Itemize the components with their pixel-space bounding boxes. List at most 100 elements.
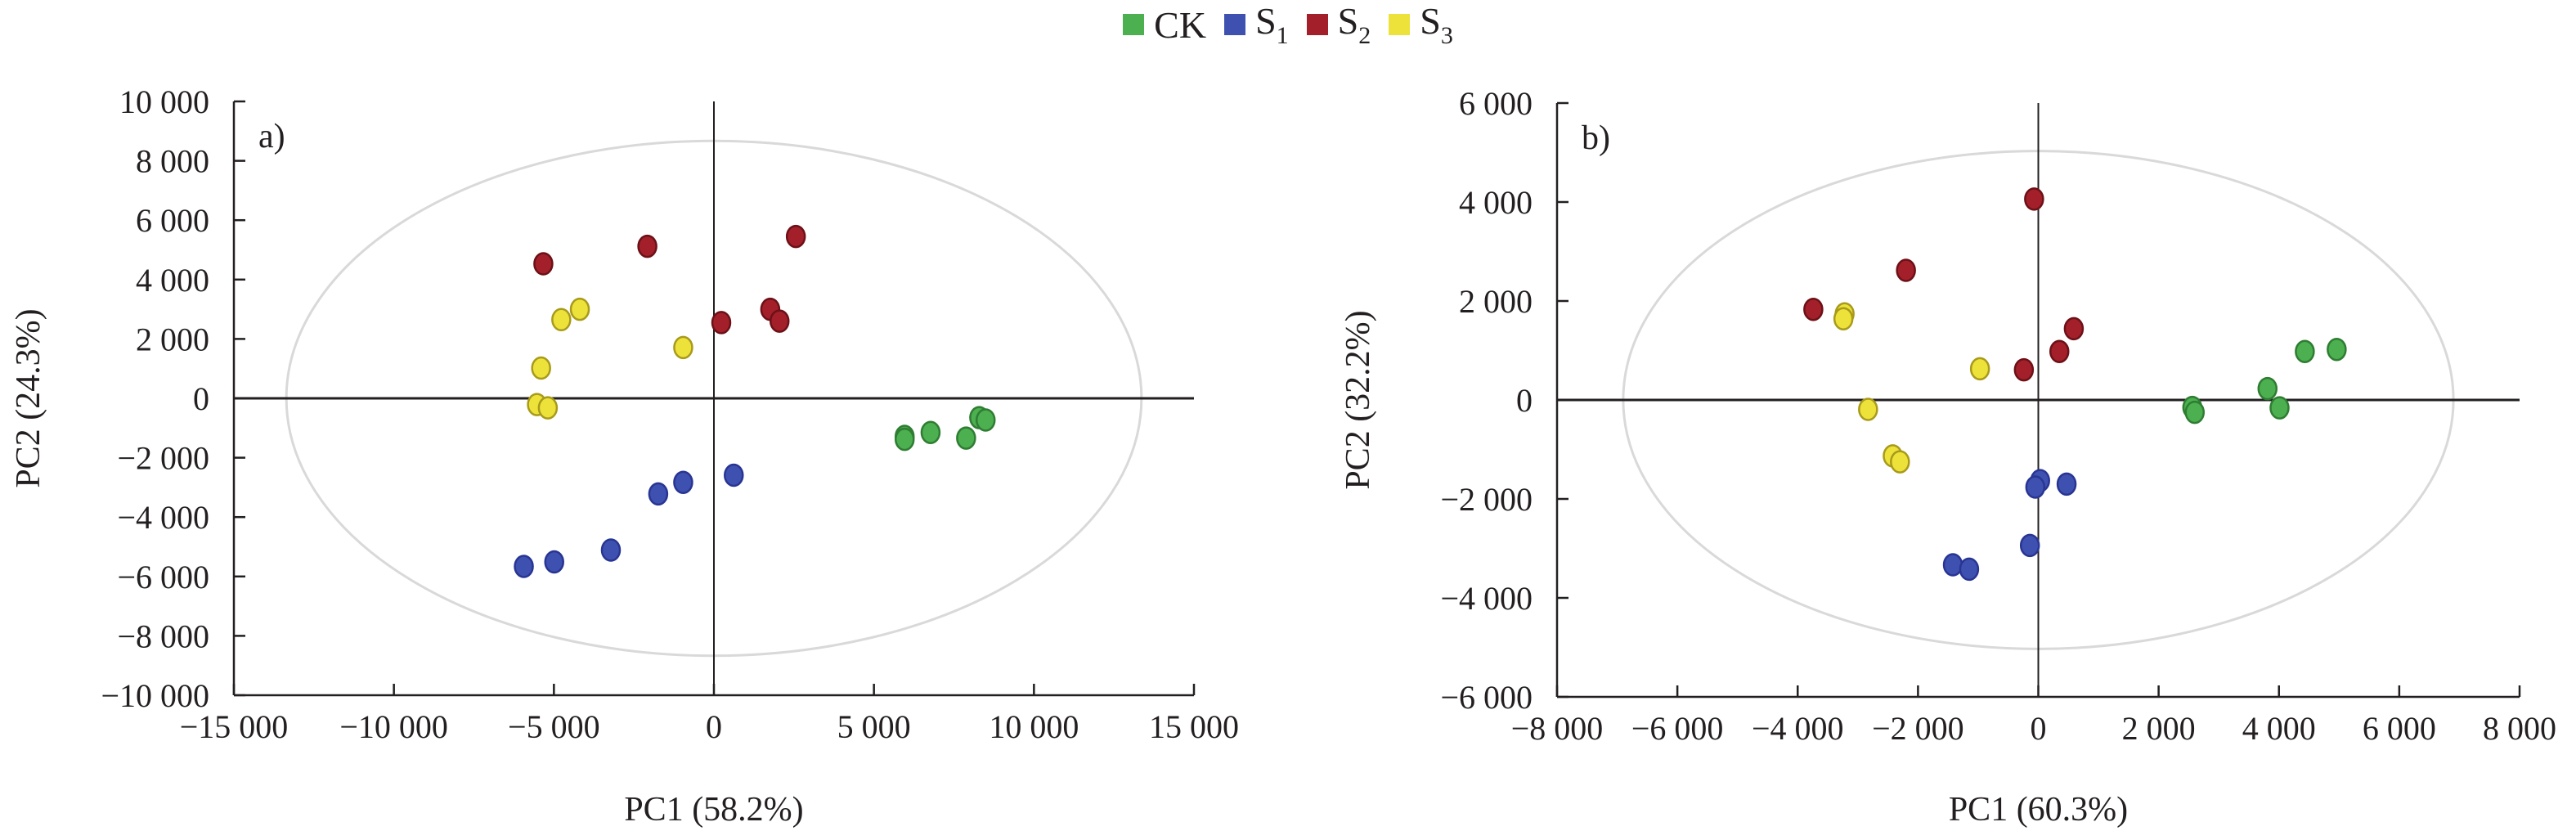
legend: CK S1 S2 S3 — [0, 0, 2576, 49]
legend-item-ck: CK — [1123, 3, 1206, 47]
y-tick-label: −4 000 — [117, 499, 209, 536]
y-tick-label: 10 000 — [119, 83, 209, 120]
data-point-s1 — [648, 482, 669, 506]
x-tick-label: −8 000 — [1511, 710, 1604, 747]
x-tick-label: −2 000 — [1872, 710, 1964, 747]
y-tick-label: 8 000 — [136, 143, 209, 180]
y-tick-label: 6 000 — [136, 202, 209, 239]
data-point-s3 — [569, 297, 590, 321]
series-s2 — [533, 224, 806, 335]
x-tick-label: 4 000 — [2242, 710, 2316, 747]
data-point-s2 — [2049, 339, 2070, 363]
x-tick-label: 0 — [2031, 710, 2047, 747]
data-point-s3 — [551, 308, 572, 332]
data-point-s3 — [1969, 357, 1990, 381]
series-s3 — [1833, 302, 1990, 474]
legend-swatch — [1306, 14, 1328, 35]
data-point-s3 — [1890, 450, 1910, 474]
series-ck — [2182, 338, 2347, 424]
legend-swatch — [1389, 14, 1411, 35]
x-tick-label: −5 000 — [508, 708, 600, 745]
data-point-s2 — [2063, 317, 2085, 341]
y-tick-label: 6 000 — [1459, 85, 1533, 122]
y-axis-title: PC2 (24.3%) — [10, 308, 47, 487]
legend-item-s3: S3 — [1389, 0, 1453, 50]
x-axis-title: PC1 (58.2%) — [624, 791, 803, 829]
data-point-s2 — [711, 311, 732, 335]
x-tick-label: 2 000 — [2122, 710, 2196, 747]
data-point-ck — [975, 408, 996, 432]
series-s1 — [514, 463, 744, 578]
series-s2 — [1803, 187, 2085, 382]
y-tick-label: 0 — [1516, 382, 1533, 419]
series-s1 — [1942, 469, 2077, 582]
data-point-s1 — [2056, 472, 2077, 496]
legend-item-s2: S2 — [1306, 0, 1371, 50]
data-point-s2 — [785, 224, 806, 249]
legend-label: CK — [1154, 3, 1207, 46]
data-point-ck — [2327, 338, 2347, 362]
x-tick-label: 15 000 — [1149, 708, 1239, 745]
data-point-s1 — [673, 470, 693, 494]
panel-label: b) — [1582, 119, 1610, 157]
x-tick-label: 10 000 — [989, 708, 1079, 745]
data-point-ck — [2269, 396, 2290, 420]
data-point-s2 — [1896, 258, 1916, 282]
data-point-ck — [2184, 400, 2206, 424]
data-point-s1 — [514, 555, 534, 578]
legend-label: S3 — [1420, 0, 1453, 49]
data-point-ck — [894, 427, 915, 451]
series-s3 — [527, 297, 693, 420]
data-point-ck — [956, 426, 976, 450]
y-tick-label: −6 000 — [1440, 679, 1533, 716]
y-tick-label: −2 000 — [1440, 481, 1533, 518]
y-tick-label: 2 000 — [136, 321, 209, 357]
x-tick-label: 5 000 — [837, 708, 911, 745]
data-point-s1 — [600, 538, 622, 562]
chart-panel-b: −8 000 −6 000 −4 000 −2 000 0 2 000 4 000 6 000… — [1340, 85, 2556, 829]
data-point-s2 — [1803, 298, 1824, 321]
y-tick-label: 0 — [193, 380, 209, 417]
chart-panel-a: −15 000 −10 000 −5 000 0 5 000 10 000 15 00010… — [10, 83, 1239, 829]
y-axis-title: PC2 (32.2%) — [1340, 310, 1377, 489]
panel-label: a) — [258, 118, 285, 155]
legend-item-s1: S1 — [1224, 0, 1289, 50]
data-point-ck — [920, 420, 941, 444]
data-point-s3 — [673, 335, 693, 360]
y-tick-label: −4 000 — [1440, 580, 1533, 617]
series-ck — [894, 406, 996, 451]
y-tick-label: 2 000 — [1459, 283, 1533, 320]
legend-subscript: 1 — [1276, 22, 1289, 49]
data-point-s2 — [2024, 187, 2044, 211]
y-tick-label: −2 000 — [117, 440, 209, 477]
data-point-s3 — [537, 396, 559, 420]
data-point-s1 — [544, 550, 564, 574]
data-point-s2 — [769, 309, 790, 333]
legend-subscript: 3 — [1440, 22, 1453, 49]
data-point-s2 — [2013, 357, 2035, 382]
legend-swatch — [1224, 14, 1246, 35]
data-point-ck — [2257, 376, 2278, 401]
data-point-s1 — [1942, 553, 1963, 577]
x-tick-label: 8 000 — [2483, 710, 2556, 747]
x-tick-label: −6 000 — [1631, 710, 1724, 747]
y-tick-label: −10 000 — [101, 677, 209, 714]
data-point-s1 — [1959, 557, 1980, 582]
data-point-s3 — [1858, 398, 1878, 421]
legend-label: S1 — [1255, 0, 1289, 49]
y-tick-label: 4 000 — [136, 262, 209, 299]
data-point-s2 — [637, 234, 657, 258]
x-tick-label: 6 000 — [2363, 710, 2436, 747]
data-point-s3 — [1833, 307, 1854, 331]
data-point-s1 — [2019, 533, 2040, 558]
y-tick-label: −8 000 — [117, 618, 209, 654]
y-tick-label: 4 000 — [1459, 184, 1533, 221]
data-point-s3 — [531, 356, 551, 380]
x-tick-label: −10 000 — [339, 708, 448, 745]
legend-label: S2 — [1337, 0, 1371, 49]
data-point-ck — [2295, 339, 2315, 363]
x-axis-title: PC1 (60.3%) — [1949, 791, 2128, 829]
legend-swatch — [1123, 14, 1145, 35]
data-point-s1 — [724, 463, 744, 487]
